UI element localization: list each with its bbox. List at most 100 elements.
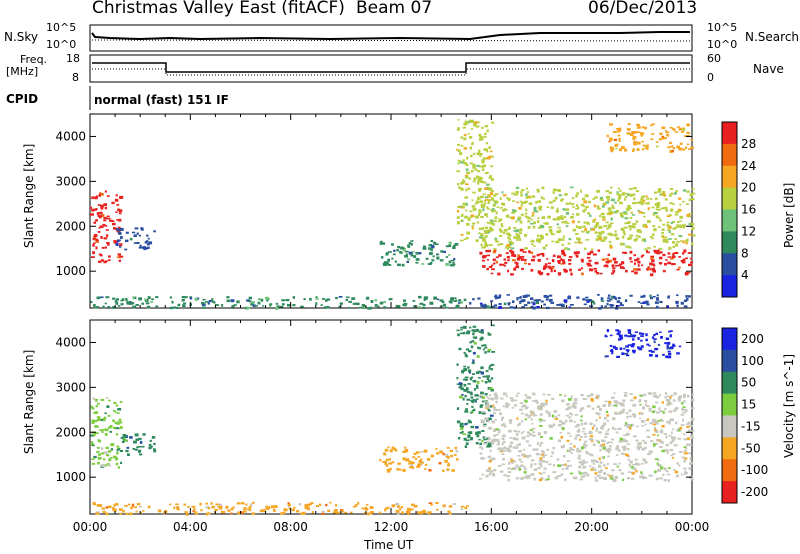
velocity-cell bbox=[680, 473, 684, 476]
power-cell bbox=[448, 254, 451, 256]
power-cell bbox=[101, 247, 105, 249]
power-cell bbox=[686, 213, 690, 217]
power-cell bbox=[484, 244, 488, 247]
power-cell bbox=[625, 207, 629, 210]
power-cell bbox=[593, 204, 597, 208]
power-cell bbox=[543, 267, 547, 270]
velocity-cell bbox=[129, 436, 133, 439]
power-cell bbox=[513, 227, 517, 229]
power-cell bbox=[527, 294, 530, 297]
velocity-cell bbox=[335, 503, 338, 507]
power-cell bbox=[387, 258, 390, 262]
velocity-cell bbox=[683, 459, 687, 463]
velocity-cell bbox=[291, 508, 295, 512]
power-cell bbox=[652, 213, 656, 216]
velocity-cell bbox=[225, 505, 229, 509]
power-cell bbox=[606, 299, 611, 302]
power-cell bbox=[580, 267, 583, 270]
power-cell bbox=[590, 250, 594, 253]
velocity-cell bbox=[599, 462, 603, 464]
velocity-cell bbox=[293, 506, 296, 509]
power-cell bbox=[633, 193, 636, 196]
power-cell bbox=[202, 298, 206, 301]
time-tick-label: 20:00 bbox=[574, 520, 609, 534]
power-cell bbox=[494, 297, 498, 300]
velocity-cell bbox=[194, 513, 199, 515]
power-cell bbox=[453, 300, 457, 302]
power-cell bbox=[616, 300, 620, 303]
velocity-cell bbox=[120, 421, 123, 424]
velocity-cell bbox=[678, 399, 681, 402]
velocity-cell bbox=[669, 334, 672, 338]
velocity-cell bbox=[611, 351, 614, 355]
velocity-cell bbox=[540, 402, 545, 406]
power-cell bbox=[666, 133, 669, 136]
power-cell bbox=[459, 161, 464, 164]
power-cell bbox=[488, 187, 493, 191]
power-cell bbox=[508, 226, 511, 230]
velocity-cell bbox=[94, 411, 99, 414]
velocity-cell bbox=[574, 414, 579, 416]
power-cell bbox=[635, 234, 639, 237]
power-cell bbox=[490, 220, 494, 224]
power-cell bbox=[95, 240, 99, 243]
velocity-cell bbox=[602, 464, 606, 467]
power-cell bbox=[493, 200, 498, 203]
power-cell bbox=[662, 240, 666, 243]
velocity-cell bbox=[525, 396, 529, 399]
power-cell bbox=[581, 259, 584, 263]
power-cell bbox=[469, 302, 472, 305]
power-cell bbox=[518, 232, 523, 235]
velocity-cell bbox=[240, 511, 244, 515]
velocity-cell bbox=[463, 383, 467, 387]
power-cell bbox=[624, 251, 628, 254]
power-cell bbox=[575, 254, 579, 258]
velocity-cell bbox=[454, 446, 458, 450]
power-cell bbox=[629, 133, 634, 136]
velocity-cell bbox=[487, 348, 492, 351]
power-cell bbox=[617, 134, 621, 137]
power-cell bbox=[445, 306, 449, 309]
power-cell bbox=[429, 262, 433, 265]
power-colorbar-tick: 16 bbox=[741, 203, 756, 217]
velocity-cell bbox=[641, 425, 645, 427]
power-cell bbox=[555, 240, 560, 244]
power-cell bbox=[637, 301, 641, 303]
power-cell bbox=[486, 215, 489, 218]
power-cell bbox=[687, 271, 691, 274]
power-cell bbox=[315, 296, 318, 298]
velocity-cell bbox=[615, 403, 618, 406]
velocity-cell bbox=[389, 467, 392, 471]
velocity-cell bbox=[113, 401, 117, 405]
velocity-cell bbox=[96, 447, 100, 449]
power-cell bbox=[611, 206, 615, 209]
power-cell bbox=[580, 189, 583, 193]
power-cell bbox=[110, 220, 115, 222]
power-cell bbox=[415, 261, 419, 264]
power-cell bbox=[655, 215, 659, 219]
velocity-cell bbox=[615, 401, 620, 404]
velocity-cell bbox=[493, 392, 498, 396]
power-cell bbox=[525, 196, 528, 199]
velocity-cell bbox=[625, 432, 630, 436]
power-cell bbox=[281, 299, 286, 302]
power-cell bbox=[536, 238, 540, 241]
power-cell bbox=[547, 265, 551, 269]
power-cell bbox=[681, 148, 686, 151]
velocity-cell bbox=[102, 510, 106, 514]
power-cell bbox=[617, 197, 622, 200]
velocity-cell bbox=[516, 444, 519, 447]
velocity-cell bbox=[523, 471, 527, 474]
power-cell bbox=[484, 235, 488, 238]
power-cell bbox=[103, 260, 107, 264]
power-cell bbox=[607, 224, 611, 227]
power-cell bbox=[560, 258, 563, 261]
velocity-cell bbox=[529, 433, 533, 436]
velocity-cell bbox=[513, 460, 517, 463]
velocity-cell bbox=[115, 433, 118, 436]
velocity-cell bbox=[575, 434, 578, 438]
power-cell bbox=[471, 225, 475, 228]
velocity-cell bbox=[540, 473, 543, 476]
velocity-cell bbox=[582, 459, 586, 462]
